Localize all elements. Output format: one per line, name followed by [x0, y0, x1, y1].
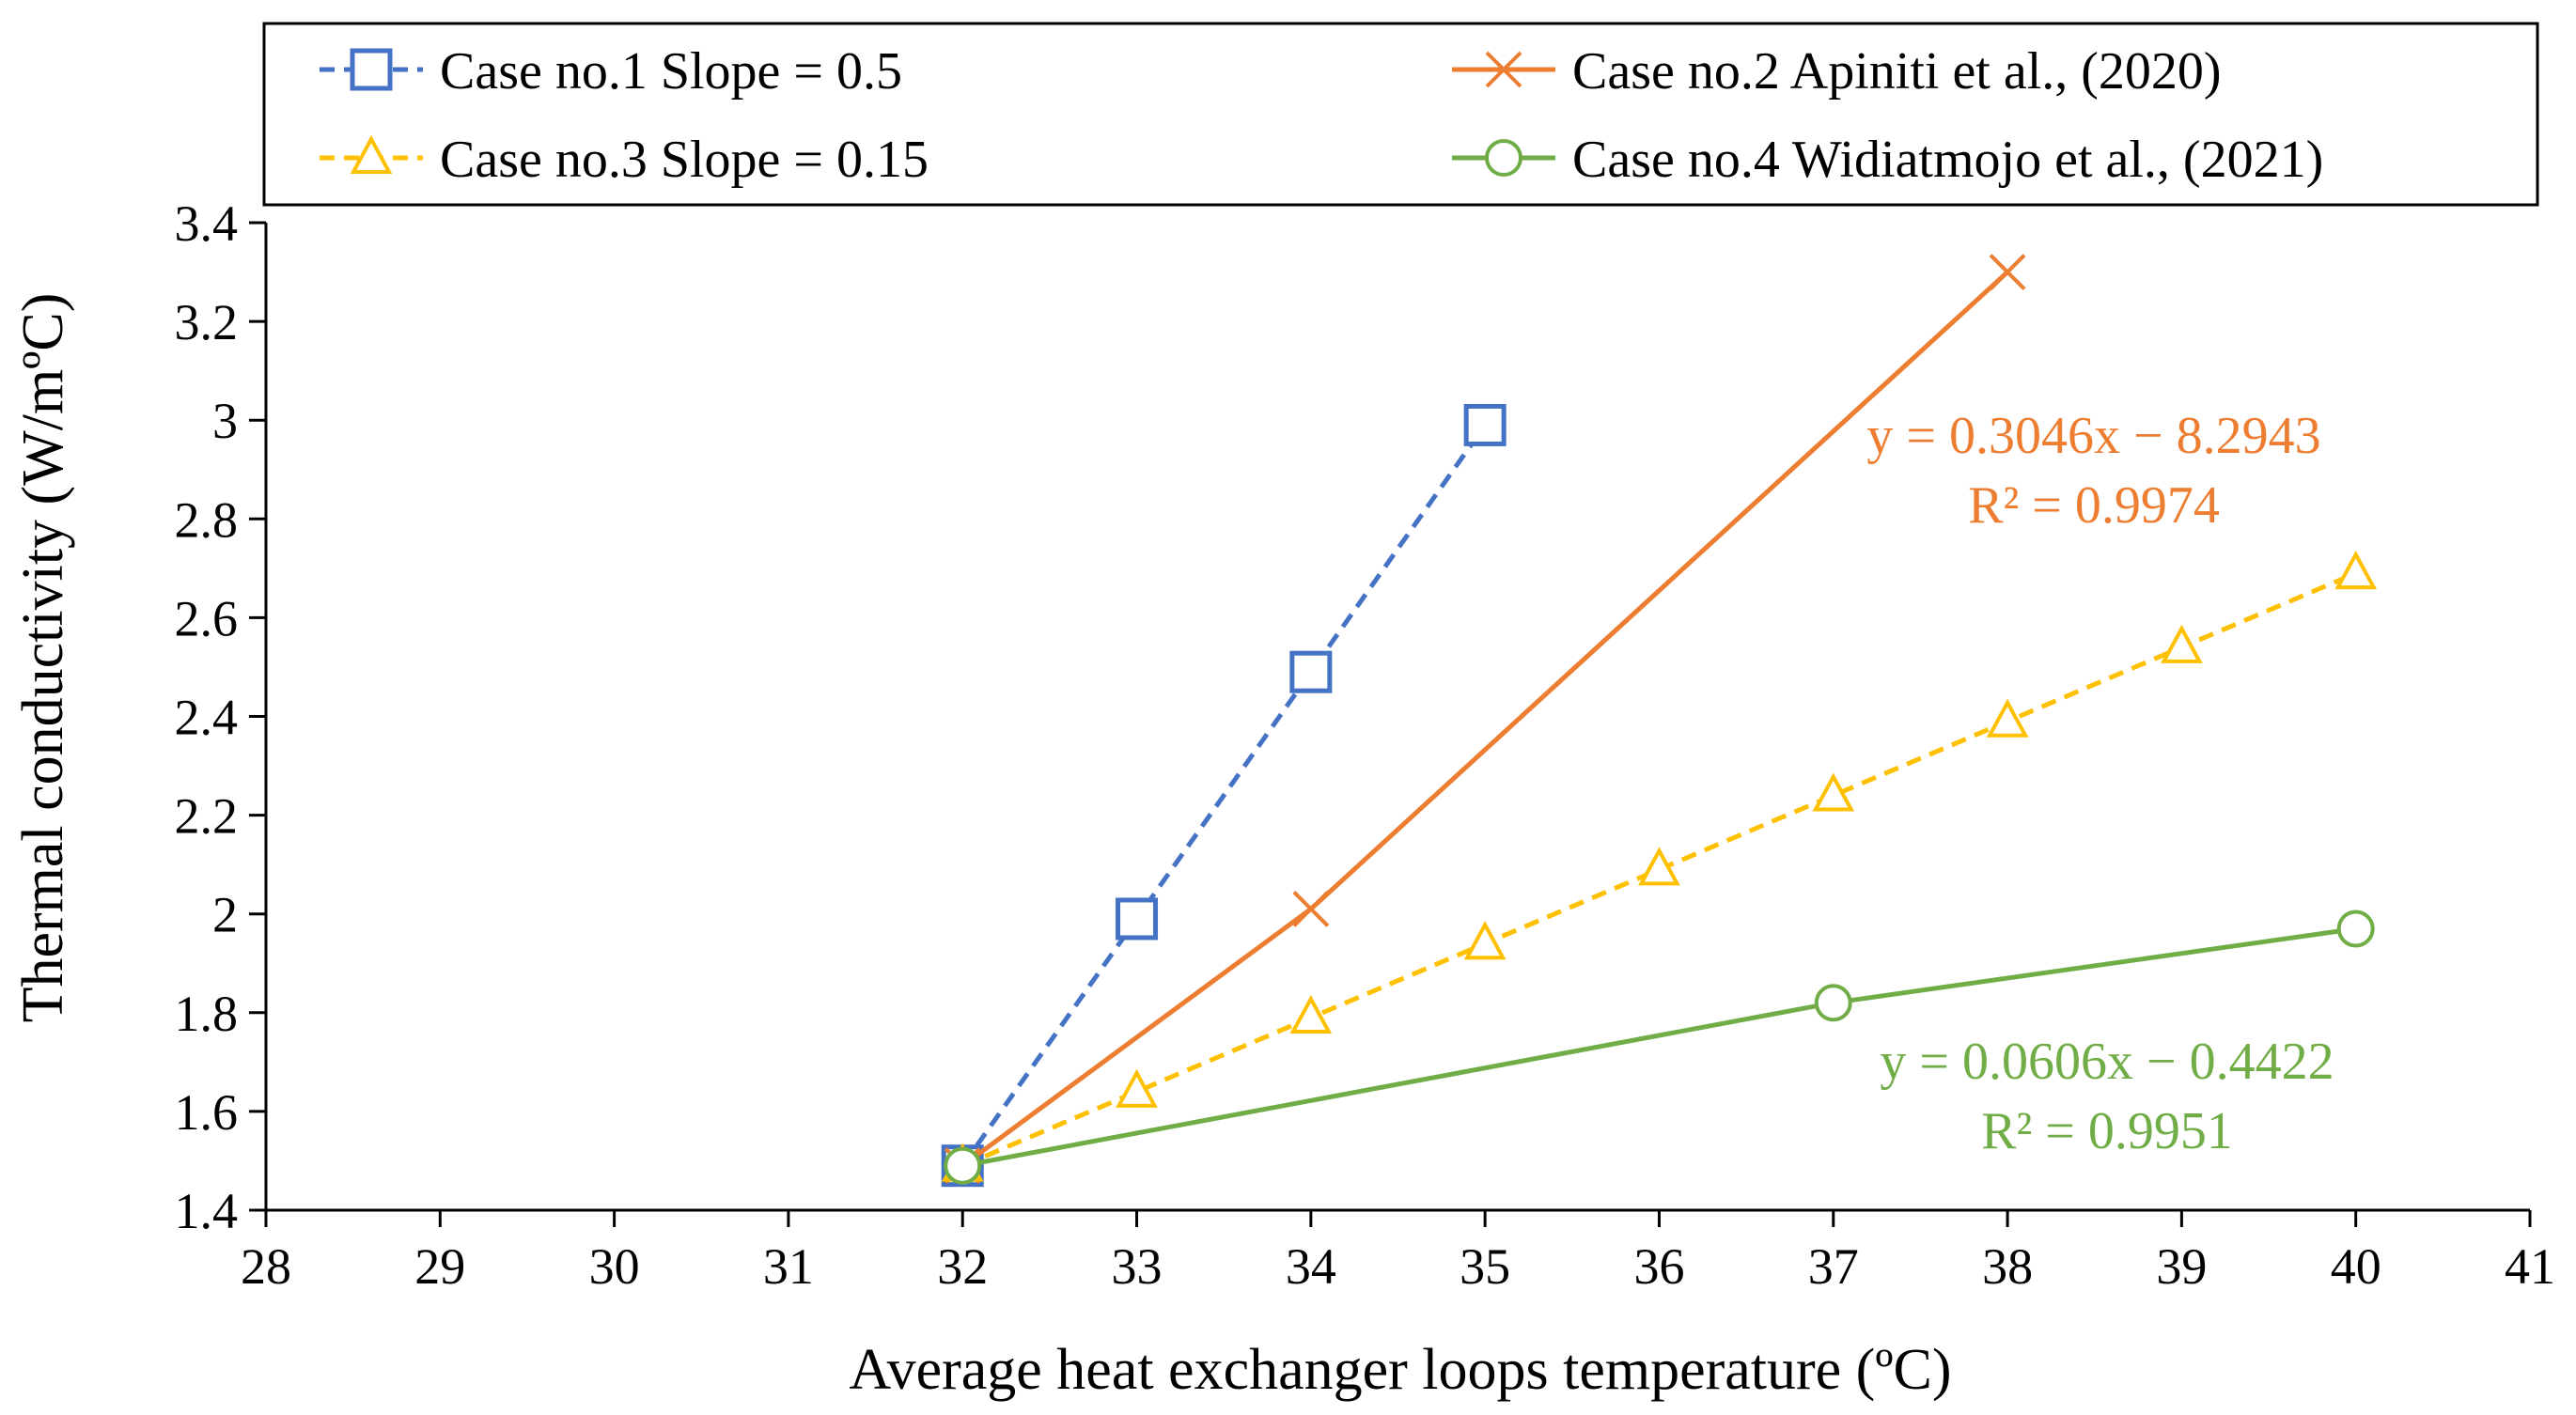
- series-layer: [941, 254, 2378, 1188]
- series-4: [944, 910, 2375, 1185]
- series-3-point: [1116, 1068, 1158, 1108]
- series-3-point: [1463, 921, 1507, 960]
- x-tick-label: 33: [1112, 1238, 1163, 1295]
- legend-label: Case no.3 Slope = 0.15: [440, 131, 929, 189]
- annotation-layer: y = 0.3046x − 8.2943 R² = 0.9974 y = 0.060…: [1866, 407, 2334, 1160]
- x-tick-label: 41: [2505, 1238, 2555, 1295]
- y-tick-label: 2.2: [175, 788, 239, 845]
- x-tick-label: 37: [1808, 1238, 1859, 1295]
- series-2-point: [1292, 891, 1330, 927]
- trendline-r-squared: R² = 0.9974: [1968, 476, 2220, 535]
- y-tick-label: 3.4: [175, 195, 239, 252]
- axes: 1.4 1.6 1.8 2 2.2 2.4 2.6 2.8 3 3.2 3.4 28 29 30 31 32 3…: [175, 195, 2556, 1295]
- x-tick-label: 28: [241, 1238, 291, 1295]
- series-1-point: [1463, 403, 1507, 446]
- y-tick-label: 3: [212, 393, 238, 449]
- trendline-equation: y = 0.3046x − 8.2943: [1866, 407, 2320, 465]
- y-tick-label: 1.4: [175, 1183, 239, 1239]
- legend-item-4: Case no.4 Widiatmojo et al., (2021): [1452, 131, 2323, 189]
- legend-label: Case no.1 Slope = 0.5: [440, 42, 902, 101]
- series-1-point: [1116, 897, 1159, 941]
- y-tick-label: 3.2: [175, 294, 239, 350]
- x-tick-label: 39: [2156, 1238, 2207, 1295]
- series-3-point: [1986, 698, 2029, 738]
- series-3-point: [2334, 550, 2378, 590]
- x-tick-label: 38: [1982, 1238, 2033, 1295]
- legend-marker: [1485, 51, 1522, 88]
- x-tick-label: 35: [1460, 1238, 1510, 1295]
- x-tick-label: 32: [937, 1238, 988, 1295]
- series-3: [941, 550, 2378, 1182]
- y-tick-label: 2.4: [175, 690, 239, 746]
- x-tick-label: 29: [414, 1238, 465, 1295]
- legend-label: Case no.4 Widiatmojo et al., (2021): [1572, 131, 2323, 189]
- series-1-line: [960, 424, 1488, 1168]
- series-4-point: [944, 1146, 982, 1185]
- x-tick-label: 31: [763, 1238, 814, 1295]
- series-1-point: [1289, 650, 1333, 693]
- series-3-point: [1812, 772, 1855, 812]
- legend-item-2: Case no.2 Apiniti et al., (2020): [1452, 42, 2222, 101]
- legend-marker: [350, 134, 393, 174]
- legend: Case no.1 Slope = 0.5 Case no.2 Apiniti e…: [262, 22, 2539, 207]
- series-3-point: [1638, 847, 1680, 886]
- legend-marker: [350, 48, 393, 91]
- trendline-equation: y = 0.0606x − 0.4422: [1880, 1033, 2334, 1091]
- legend-marker: [1485, 139, 1522, 177]
- x-tick-label: 36: [1633, 1238, 1684, 1295]
- series-4-point: [2336, 910, 2375, 948]
- y-tick-label: 2.6: [175, 590, 239, 646]
- trendline-r-squared: R² = 0.9951: [1981, 1102, 2233, 1160]
- legend-box: [262, 22, 2539, 207]
- x-tick-label: 34: [1286, 1238, 1336, 1295]
- x-axis-title: Average heat exchanger loops temperature…: [849, 1338, 1951, 1402]
- legend-label: Case no.2 Apiniti et al., (2020): [1572, 42, 2222, 101]
- y-tick-label: 2.8: [175, 491, 239, 548]
- legend-item-1: Case no.1 Slope = 0.5: [320, 42, 902, 101]
- x-tick-label: 40: [2331, 1238, 2381, 1295]
- y-axis-title: Thermal conductivity (W/mºC): [11, 293, 75, 1023]
- series-2-point: [1989, 254, 2026, 290]
- y-tick-label: 2: [212, 887, 238, 943]
- series-1: [941, 403, 1507, 1188]
- y-tick-label: 1.6: [175, 1084, 239, 1141]
- series-3-line: [961, 570, 2357, 1169]
- series-2: [944, 254, 2026, 1185]
- series-3-point: [2161, 624, 2203, 663]
- y-tick-label: 1.8: [175, 986, 239, 1042]
- series-3-point: [1289, 994, 1333, 1034]
- series-4-point: [1814, 984, 1852, 1022]
- legend-item-3: Case no.3 Slope = 0.15: [320, 131, 929, 189]
- x-tick-label: 30: [589, 1238, 640, 1295]
